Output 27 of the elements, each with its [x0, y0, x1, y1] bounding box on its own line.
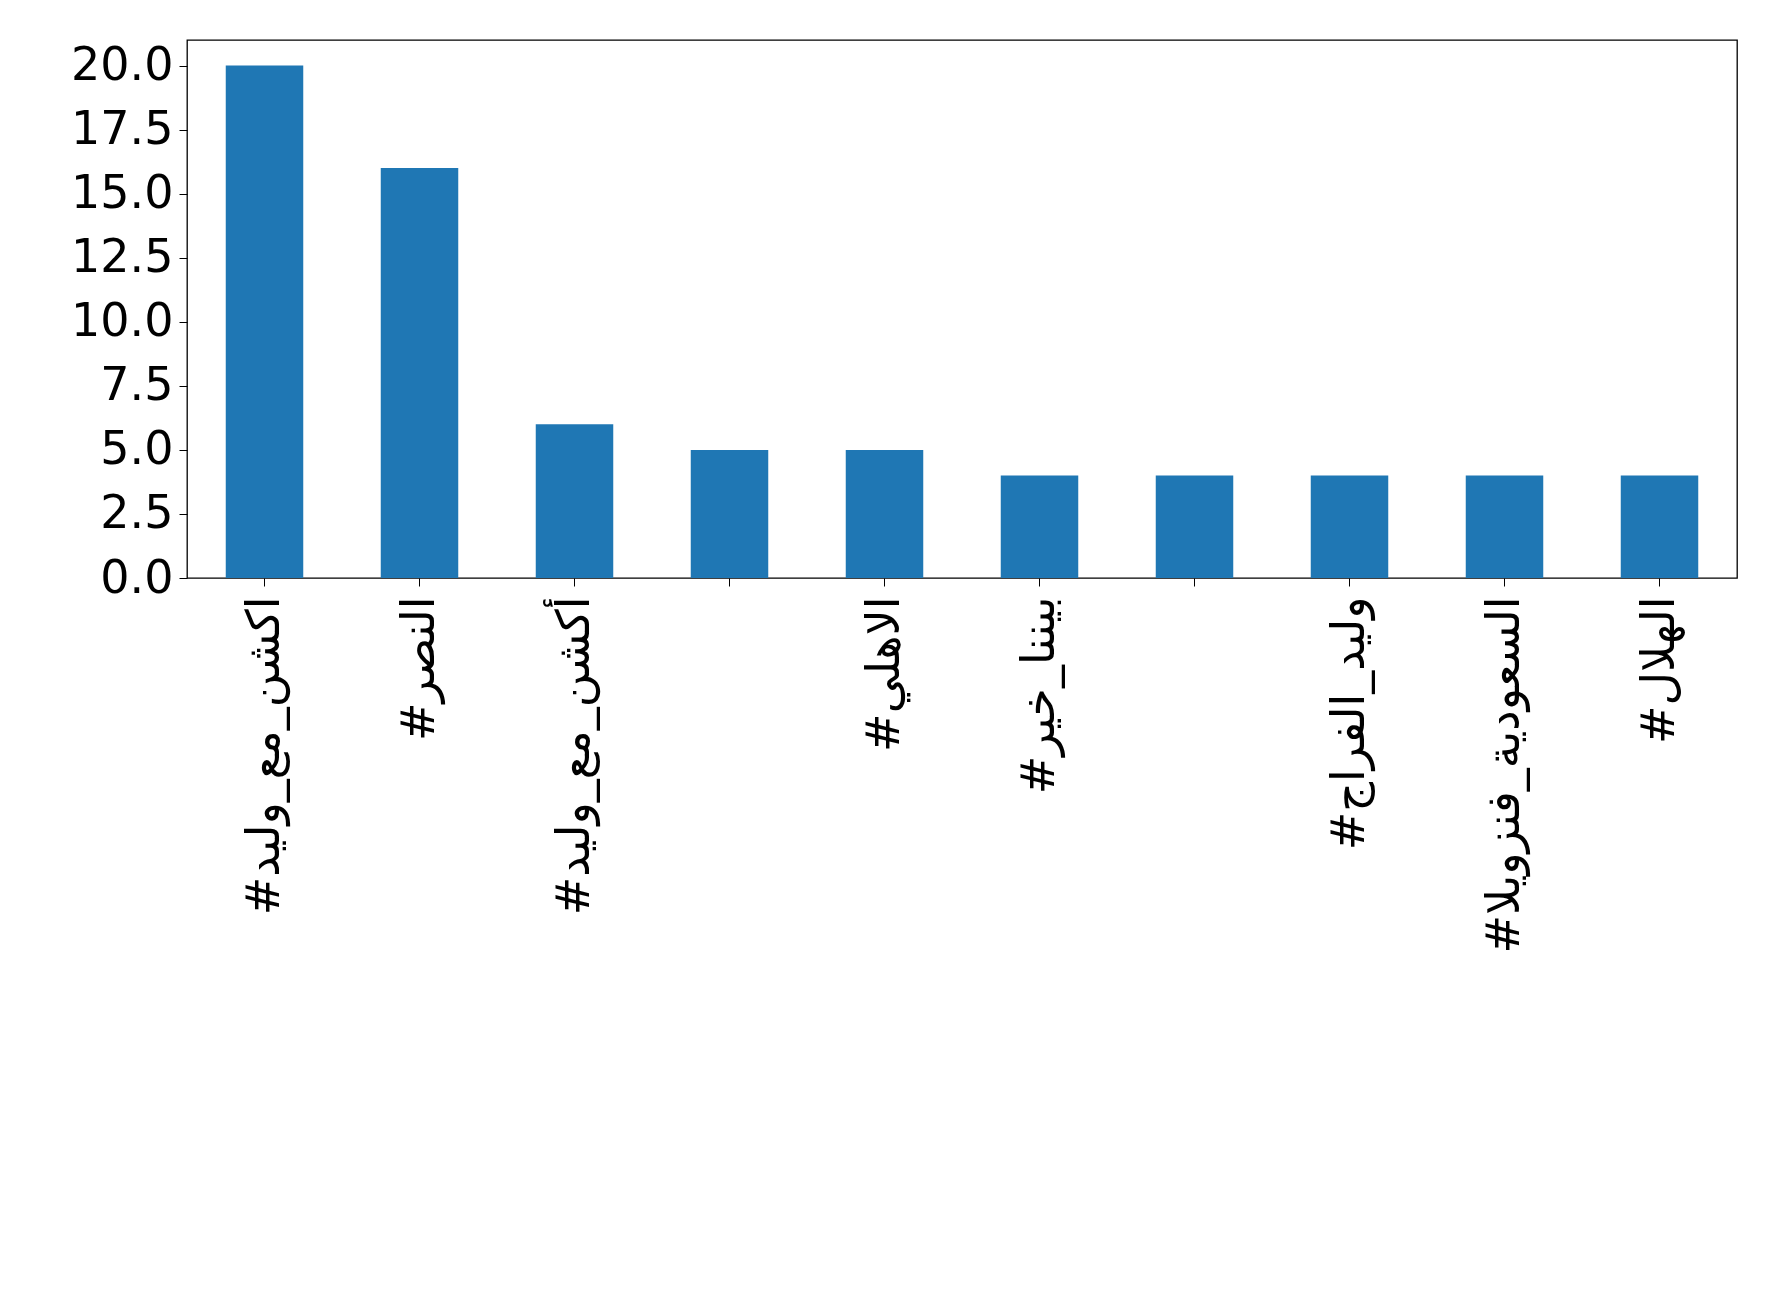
x-tick-label: #النصر: [390, 596, 446, 741]
bar: [1000, 475, 1079, 578]
y-tick-label: 10.0: [71, 293, 174, 348]
bar: [1620, 475, 1699, 578]
x-tick-label: #أكشن_مع_وليد: [542, 596, 601, 916]
x-tick-label: #اكشن_مع_وليد: [235, 596, 291, 916]
bar: [1310, 475, 1389, 578]
y-tick-label: 17.5: [71, 101, 174, 156]
y-tick-label: 20.0: [71, 37, 174, 92]
x-tick-label: #الهلال: [1630, 596, 1685, 744]
y-tick-label: 5.0: [100, 421, 174, 476]
bar: [1155, 475, 1234, 578]
x-tick-label: #وليد_الفراج: [1320, 596, 1376, 851]
x-tick-label: #السعودية_فنزويلا: [1475, 596, 1531, 954]
bar: [535, 424, 614, 578]
x-tick-label: #بيننا_خير: [1010, 596, 1066, 795]
x-tick-label: #الاهلي: [855, 596, 911, 752]
y-tick-label: 12.5: [71, 229, 174, 284]
y-tick-label: 15.0: [71, 165, 174, 220]
y-tick-label: 2.5: [100, 485, 174, 540]
bar: [225, 65, 304, 578]
bar: [690, 449, 769, 578]
bar: [380, 168, 459, 578]
bar: [845, 449, 924, 578]
y-tick-label: 7.5: [100, 357, 174, 412]
bar: [1465, 475, 1544, 578]
y-tick-label: 0.0: [100, 549, 174, 604]
